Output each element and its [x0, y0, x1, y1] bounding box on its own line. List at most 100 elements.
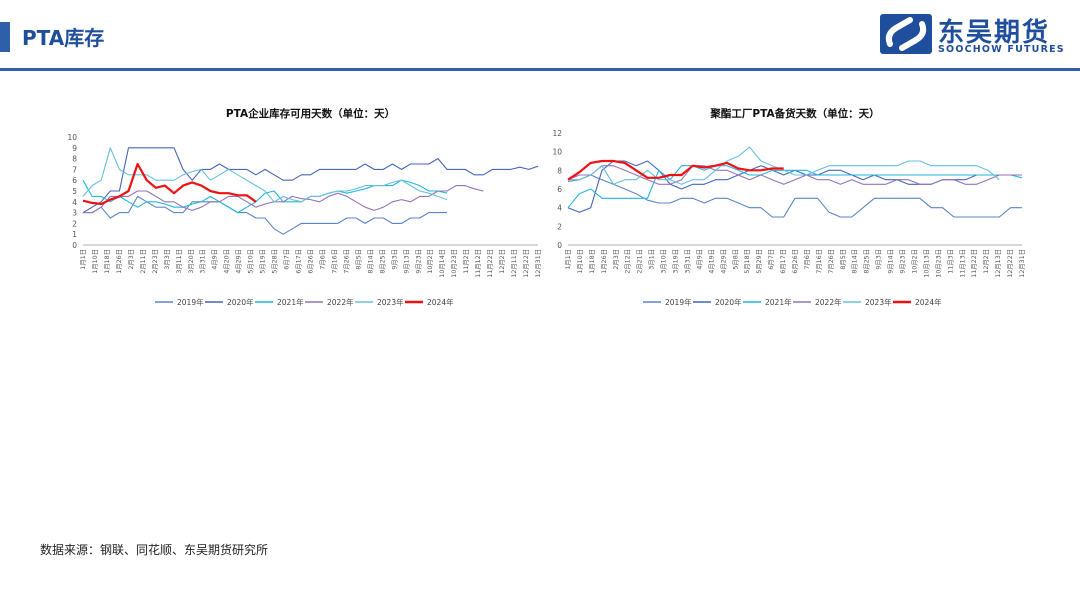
legend-label-2022: 2022年: [815, 297, 842, 307]
y-tick-label: 2: [72, 219, 77, 228]
legend-label-2024: 2024年: [915, 297, 942, 307]
series-line-2022: [83, 185, 484, 214]
series-line-2021: [82, 179, 448, 214]
x-tick-label: 8月14日: [366, 249, 374, 274]
logo-english-text: SOOCHOW FUTURES: [938, 44, 1065, 55]
chart-title: 聚酯工厂PTA备货天数（单位：天）: [709, 107, 879, 120]
x-tick-label: 2月11日: [139, 249, 147, 274]
x-tick-label: 5月18日: [743, 249, 751, 274]
legend-label-2019: 2019年: [665, 297, 692, 307]
series-line-2020: [82, 147, 539, 214]
series-line-2024: [82, 162, 257, 206]
x-tick-label: 12月2日: [498, 249, 506, 274]
y-tick-label: 3: [72, 209, 77, 218]
y-tick-label: 0: [557, 241, 562, 250]
series-line-2019: [567, 174, 1022, 218]
x-tick-label: 8月25日: [863, 249, 871, 274]
y-tick-label: 4: [557, 204, 562, 213]
x-tick-label: 10月13日: [922, 249, 930, 278]
x-tick-label: 9月14日: [887, 249, 895, 274]
y-tick-label: 7: [72, 165, 77, 174]
y-tick-label: 10: [67, 133, 77, 142]
x-tick-label: 1月26日: [600, 249, 608, 274]
x-tick-label: 10月23日: [450, 249, 458, 278]
x-tick-label: 11月13日: [958, 249, 966, 278]
header-divider: [0, 68, 1080, 71]
x-tick-label: 1月18日: [103, 249, 111, 274]
data-source-note: 数据来源：钢联、同花顺、东吴期货研究所: [40, 543, 269, 557]
legend-label-2019: 2019年: [177, 297, 204, 307]
title-accent-bar: [0, 22, 10, 52]
x-tick-label: 12月22日: [1006, 249, 1014, 278]
x-tick-label: 7月6日: [318, 249, 326, 270]
x-tick-label: 11月2日: [462, 249, 470, 274]
x-tick-label: 7月26日: [342, 249, 350, 274]
x-tick-label: 4月19日: [707, 249, 715, 274]
legend-label-2024: 2024年: [427, 297, 454, 307]
logo-chinese-text: 东吴期货: [938, 18, 1051, 48]
series-line-2022: [567, 165, 1022, 185]
x-tick-label: 1月18日: [588, 249, 596, 274]
chart-pta-inventory-days: PTA企业库存可用天数（单位：天） 0 1 2 3 4 5 6 7 8 9 10 1月1日 1月10日 1月…: [50, 96, 560, 314]
y-tick-label: 10: [552, 148, 562, 157]
x-tick-label: 1月10日: [91, 249, 99, 274]
series-line-2024: [567, 159, 784, 181]
x-tick-label: 7月6日: [803, 249, 811, 270]
x-tick-label: 1月26日: [115, 249, 123, 274]
y-tick-label: 0: [72, 241, 77, 250]
x-tick-label: 9月13日: [402, 249, 410, 274]
y-tick-label: 5: [72, 187, 77, 196]
x-tick-label: 3月10日: [660, 249, 668, 274]
company-logo: 东吴期货 SOOCHOW FUTURES: [880, 12, 1070, 60]
y-tick-label: 2: [557, 222, 562, 231]
x-tick-label: 4月20日: [223, 249, 231, 274]
series-line-2021: [567, 165, 1023, 209]
x-tick-label: 8月14日: [851, 249, 859, 274]
soochow-logo-icon: [880, 14, 932, 54]
y-tick-label: 6: [72, 176, 77, 185]
y-tick-label: 4: [72, 198, 77, 207]
x-tick-label: 2月23日: [151, 249, 159, 274]
legend-label-2020: 2020年: [715, 297, 742, 307]
page-header: PTA库存 东吴期货 SOOCHOW FUTURES: [0, 0, 1080, 72]
x-tick-label: 8月5日: [839, 249, 847, 270]
x-tick-label: 7月26日: [827, 249, 835, 274]
x-tick-label: 12月31日: [1018, 249, 1026, 278]
x-tick-label: 12月22日: [522, 249, 530, 278]
x-tick-label: 10月14日: [438, 249, 446, 278]
x-tick-label: 11月12日: [474, 249, 482, 278]
x-tick-label: 5月29日: [755, 249, 763, 274]
x-tick-label: 12月13日: [994, 249, 1002, 278]
x-tick-label: 5月8日: [731, 249, 739, 270]
legend-label-2023: 2023年: [377, 297, 404, 307]
x-tick-label: 3月11日: [175, 249, 183, 274]
x-tick-label: 8月25日: [378, 249, 386, 274]
series-line-2019: [83, 195, 447, 235]
x-tick-label: 4月9日: [211, 249, 219, 270]
x-tick-label: 10月23日: [934, 249, 942, 278]
legend-label-2023: 2023年: [865, 297, 892, 307]
x-tick-label: 11月22日: [486, 249, 494, 278]
chart-right-svg: 聚酯工厂PTA备货天数（单位：天） 0 2 4 6 8 10 12 1月1日 1月10日 1月18日…: [552, 107, 1026, 307]
x-tick-label: 7月16日: [330, 249, 338, 274]
x-tick-label: 8月5日: [354, 249, 362, 270]
legend-label-2022: 2022年: [327, 297, 354, 307]
x-tick-label: 11月3日: [946, 249, 954, 274]
x-tick-label: 12月2日: [982, 249, 990, 274]
x-tick-label: 5月10日: [247, 249, 255, 274]
x-tick-label: 9月3日: [390, 249, 398, 270]
x-tick-label: 12月11日: [510, 249, 518, 278]
x-tick-label: 2月21日: [636, 249, 644, 274]
x-tick-label: 10月2日: [910, 249, 918, 274]
x-tick-label: 1月1日: [564, 249, 572, 270]
x-tick-label: 1月1日: [79, 249, 87, 270]
x-tick-label: 5月19日: [259, 249, 267, 274]
y-tick-label: 8: [72, 155, 77, 164]
x-tick-label: 4月9日: [695, 249, 703, 270]
x-tick-label: 10月2日: [426, 249, 434, 274]
x-tick-label: 6月17日: [779, 249, 787, 274]
chart-polyester-pta-stock-days: 聚酯工厂PTA备货天数（单位：天） 0 2 4 6 8 10 12 1月1日 1月10日 1月18日…: [538, 96, 1038, 314]
x-tick-label: 2月3日: [127, 249, 135, 270]
chart-title: PTA企业库存可用天数（单位：天）: [226, 107, 395, 120]
